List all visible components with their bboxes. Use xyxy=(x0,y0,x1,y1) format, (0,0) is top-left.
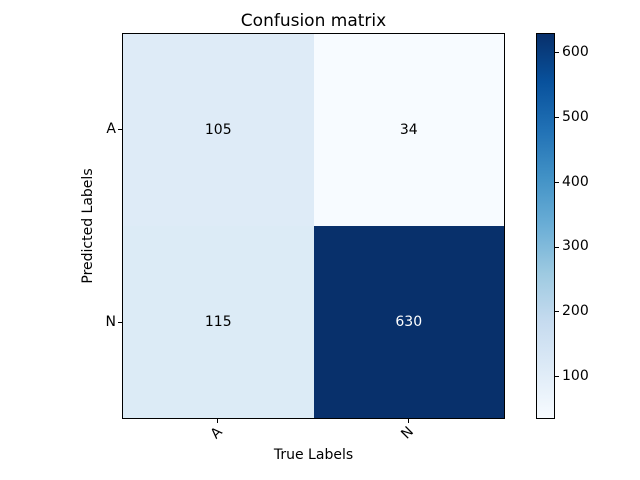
colorbar-tick-mark xyxy=(555,376,559,377)
cell-value: 34 xyxy=(399,122,418,138)
colorbar-tick-label: 500 xyxy=(562,109,589,125)
heatmap-plot-area: 105 34 115 630 xyxy=(122,33,505,419)
heatmap-cell-row1-col1: 630 xyxy=(313,226,504,418)
colorbar-tick-label: 200 xyxy=(562,303,589,319)
colorbar-tick-mark xyxy=(555,117,559,118)
colorbar-tick-mark xyxy=(555,247,559,248)
x-axis-label: True Labels xyxy=(273,447,354,463)
y-tick-mark xyxy=(118,322,122,323)
colorbar-tick-label: 100 xyxy=(562,368,589,384)
colorbar xyxy=(536,33,555,419)
heatmap-cell-row0-col1: 34 xyxy=(313,34,504,226)
x-tick-label-A: A xyxy=(207,424,226,443)
colorbar-tick-label: 400 xyxy=(562,174,589,190)
y-tick-label-N: N xyxy=(105,314,116,330)
colorbar-tick-mark xyxy=(555,311,559,312)
chart-title: Confusion matrix xyxy=(240,11,387,31)
colorbar-tick-mark xyxy=(555,182,559,183)
x-tick-mark xyxy=(408,419,409,423)
y-tick-mark xyxy=(118,129,122,130)
heatmap-cell-row1-col0: 115 xyxy=(123,226,314,418)
y-tick-label-A: A xyxy=(106,121,116,137)
x-tick-label-N: N xyxy=(398,423,418,443)
colorbar-tick-mark xyxy=(555,52,559,53)
cell-value: 115 xyxy=(204,314,232,330)
x-tick-mark xyxy=(217,419,218,423)
cell-value: 105 xyxy=(204,122,232,138)
colorbar-tick-label: 300 xyxy=(562,238,589,254)
heatmap-cell-row0-col0: 105 xyxy=(123,34,314,226)
colorbar-tick-label: 600 xyxy=(562,44,589,60)
cell-value: 630 xyxy=(395,314,423,330)
